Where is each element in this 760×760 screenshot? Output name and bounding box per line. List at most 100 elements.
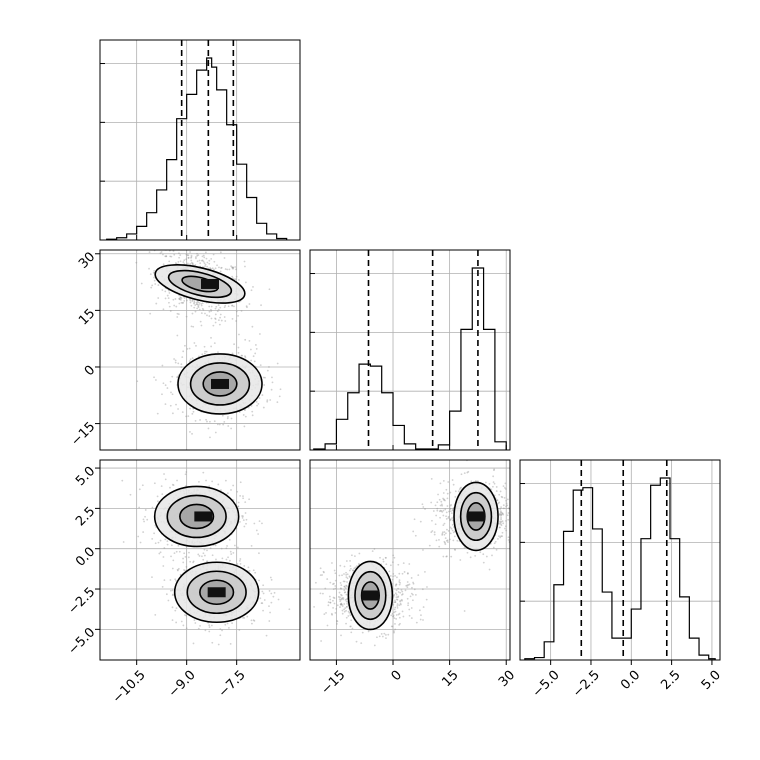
scatter-point (191, 432, 193, 435)
scatter-point (201, 307, 204, 310)
scatter-point (345, 622, 347, 625)
scatter-point (507, 518, 510, 521)
scatter-point (266, 369, 269, 372)
scatter-point (214, 317, 216, 320)
scatter-point (172, 298, 175, 301)
scatter-point (183, 299, 186, 302)
x-tick-label-p2: 5.0 (699, 668, 724, 693)
scatter-point (211, 267, 214, 270)
scatter-point (278, 395, 281, 398)
scatter-point (245, 522, 247, 525)
scatter-point (398, 579, 401, 582)
scatter-point (184, 473, 187, 476)
scatter-point (257, 533, 260, 535)
scatter-point (190, 256, 193, 258)
scatter-point (327, 604, 330, 607)
scatter-point (214, 318, 217, 320)
scatter-point (248, 339, 251, 342)
scatter-point (253, 360, 256, 363)
scatter-point (264, 376, 266, 379)
scatter-point (178, 298, 181, 301)
scatter-point (191, 312, 194, 315)
scatter-point (396, 605, 399, 607)
scatter-point (194, 264, 197, 266)
scatter-point (208, 262, 211, 265)
scatter-point (211, 554, 214, 557)
scatter-point (399, 591, 402, 594)
scatter-point (185, 566, 188, 568)
scatter-point (345, 584, 348, 587)
scatter-point (352, 569, 355, 572)
scatter-point (399, 603, 402, 606)
scatter-point (345, 609, 347, 612)
scatter-point (356, 565, 358, 567)
scatter-point (511, 517, 513, 519)
x-tick-label-p2: −5.0 (530, 668, 563, 701)
scatter-point (333, 602, 336, 605)
scatter-point (441, 534, 444, 536)
scatter-point (450, 512, 453, 515)
scatter-point (204, 350, 206, 353)
scatter-point (208, 305, 211, 308)
scatter-point (219, 634, 222, 637)
scatter-point (244, 408, 246, 411)
scatter-point (329, 601, 332, 604)
scatter-point (171, 393, 174, 396)
panel-frame (519, 459, 721, 661)
scatter-point (412, 581, 414, 584)
scatter-point (233, 544, 236, 547)
scatter-point (185, 246, 187, 248)
scatter-point (199, 320, 202, 323)
scatter-point (334, 579, 337, 582)
scatter-point (513, 550, 515, 552)
y-tick-label-p2: 2.5 (73, 504, 98, 529)
scatter-point (206, 420, 208, 423)
scatter-point (239, 494, 242, 497)
scatter-point (202, 558, 205, 561)
scatter-point (506, 498, 509, 501)
scatter-point (268, 620, 271, 622)
scatter-point (514, 505, 516, 507)
scatter-point (516, 521, 518, 523)
scatter-point (414, 534, 417, 537)
scatter-point (225, 547, 228, 550)
scatter-point (490, 488, 493, 491)
scatter-point (177, 567, 180, 570)
scatter-point (184, 569, 186, 572)
scatter-point (340, 634, 342, 637)
scatter-point (422, 619, 424, 621)
scatter-point (525, 523, 527, 525)
scatter-point (148, 267, 150, 270)
scatter-point (488, 482, 491, 485)
scatter-point (340, 587, 342, 590)
scatter-point (335, 608, 338, 610)
scatter-point (454, 549, 457, 551)
scatter-point (230, 489, 232, 491)
scatter-point (166, 387, 169, 389)
scatter-point (191, 262, 194, 265)
scatter-point (439, 482, 442, 485)
scatter-point (329, 581, 332, 584)
scatter-point (248, 498, 251, 501)
scatter-point (348, 575, 351, 578)
scatter-point (268, 366, 270, 368)
scatter-point (250, 289, 253, 292)
scatter-point (371, 550, 374, 553)
scatter-point (160, 485, 163, 488)
scatter-point (449, 532, 452, 535)
scatter-point (441, 532, 444, 535)
scatter-point (161, 289, 164, 291)
scatter-point (217, 308, 220, 311)
scatter-point (232, 277, 234, 280)
scatter-point (213, 268, 215, 271)
scatter-point (242, 616, 244, 619)
scatter-point (188, 360, 191, 363)
scatter-point (159, 551, 162, 554)
scatter-point (161, 364, 164, 367)
density-peak (361, 590, 380, 601)
scatter-point (185, 253, 188, 256)
scatter-point (238, 279, 240, 281)
scatter-point (176, 376, 179, 379)
scatter-point (223, 420, 226, 423)
scatter-point (252, 569, 255, 572)
